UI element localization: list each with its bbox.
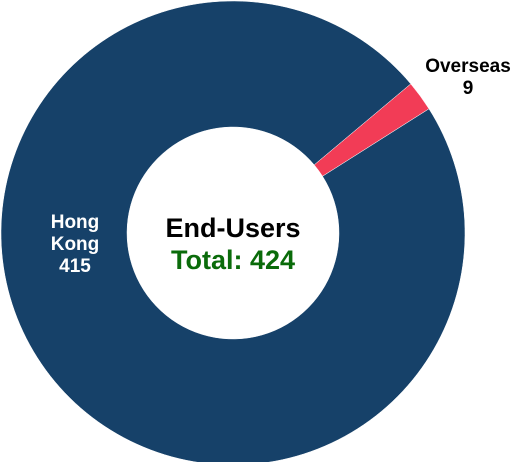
chart-title: End-Users bbox=[165, 213, 301, 243]
slice-value: 415 bbox=[59, 256, 91, 277]
slice-label: Hong Kong bbox=[50, 212, 100, 255]
donut-slice bbox=[0, 0, 466, 462]
slice-value: 9 bbox=[462, 78, 474, 99]
slice-label: Overseas bbox=[425, 56, 511, 77]
center-label: End-Users Total: 424 bbox=[165, 212, 300, 276]
chart-subtitle: Total: 424 bbox=[170, 245, 296, 275]
